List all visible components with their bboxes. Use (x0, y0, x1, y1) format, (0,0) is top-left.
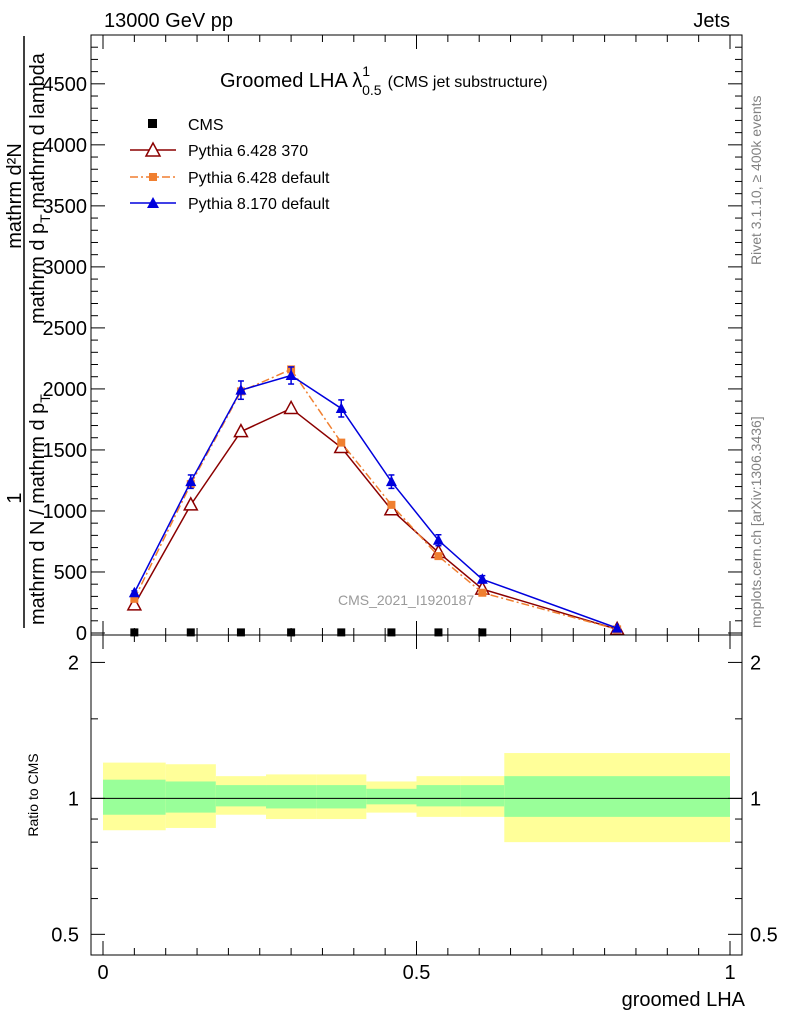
main-y-tick-label: 3500 (43, 196, 88, 218)
legend-marker-pythia6-default (149, 173, 157, 181)
legend-label-pythia6-370: Pythia 6.428 370 (188, 143, 308, 160)
ratio-x-tick-label: 0 (97, 962, 108, 984)
chart-title-superscript: 1 (362, 63, 370, 79)
main-y-tick-label: 500 (54, 562, 87, 584)
series-point-3 (185, 475, 197, 487)
series-point-0 (478, 628, 487, 637)
legend-marker-pythia6-370 (144, 141, 162, 157)
series-line-3 (133, 374, 618, 629)
ratio-axis-ticks: 0.5 0.5 1 1 2 2 0 0.5 1 (51, 635, 778, 984)
main-y-tick-label: 3000 (43, 257, 88, 279)
ratio-x-tick-label: 0.5 (403, 962, 431, 984)
rivet-label: Rivet 3.1.10, ≥ 400k events (748, 95, 764, 265)
ylabel-numerator-1: 1 (4, 492, 26, 503)
series-point-3 (432, 534, 444, 545)
series-point-1 (126, 596, 143, 611)
ratio-y-label: Ratio to CMS (25, 753, 41, 836)
legend-label-pythia8: Pythia 8.170 default (188, 196, 330, 213)
series-point-1 (183, 496, 199, 511)
main-y-axis-label: 1 mathrm d²N mathrm d N / mathrm d pT ma… (4, 36, 53, 628)
main-y-tick-label: 2500 (43, 318, 88, 340)
legend-marker-pythia8 (147, 197, 159, 208)
ratio-y-tick-label-left: 2 (68, 652, 79, 674)
ratio-y-tick-label-left: 1 (68, 788, 79, 810)
series-point-2 (434, 552, 443, 561)
legend-entry-pythia6-370: Pythia 6.428 370 (130, 141, 308, 160)
ratio-band-inner (416, 785, 461, 807)
ylabel-numerator-2: mathrm d²N (4, 143, 26, 249)
ratio-band-inner (103, 779, 166, 815)
chart-subtitle: (CMS jet substructure) (388, 74, 548, 91)
series-point-0 (186, 628, 195, 637)
ylabel-denominator-1-sub: T (37, 394, 53, 403)
ratio-x-tick-label: 1 (724, 962, 735, 984)
series-point-2 (337, 438, 346, 447)
ratio-y-tick-label-right: 2 (750, 652, 761, 674)
series-point-2 (387, 500, 396, 509)
ratio-band-inner (316, 785, 367, 809)
ratio-band-inner (165, 781, 216, 813)
ylabel-denominator-2-text: mathrm d p (27, 223, 49, 324)
series-point-2 (478, 588, 487, 597)
ylabel-denominator-2: mathrm d pT mathrm d lambda (27, 52, 53, 324)
ratio-band-inner (366, 788, 417, 805)
ylabel-denominator-2-sub: T (37, 214, 53, 223)
main-y-tick-label: 1500 (43, 440, 88, 462)
x-axis-label: groomed LHA (622, 989, 746, 1011)
chart-title-symbol: λ (352, 70, 362, 92)
series-point-0 (236, 628, 245, 637)
legend-entry-pythia8: Pythia 8.170 default (130, 196, 330, 213)
main-series-layer (126, 365, 625, 637)
analysis-watermark: CMS_2021_I1920187 (338, 592, 474, 608)
ratio-y-tick-label-left: 0.5 (51, 924, 79, 946)
main-axis-ticks: 0 500 1000 1500 2000 2500 3000 3500 4000 4500 (43, 34, 742, 645)
main-y-tick-label: 0 (76, 623, 87, 645)
series-point-3 (235, 384, 247, 395)
main-y-tick-label: 2000 (43, 379, 88, 401)
series-point-0 (387, 628, 396, 637)
series-point-2 (130, 594, 139, 603)
ylabel-denominator-2-tail: mathrm d lambda (27, 52, 49, 214)
series-point-0 (337, 628, 346, 637)
series-point-1 (233, 423, 249, 438)
ratio-y-tick-label-right: 1 (750, 788, 761, 810)
series-point-0 (130, 628, 139, 637)
ratio-band-inner (266, 785, 317, 809)
series-line-2 (133, 368, 618, 631)
ratio-band-inner (460, 785, 505, 807)
ylabel-denominator-1-text: mathrm d N / mathrm d p (27, 403, 49, 625)
legend-label-pythia6-default: Pythia 6.428 default (188, 170, 330, 187)
series-point-3 (611, 622, 623, 633)
series-point-3 (335, 402, 347, 413)
main-y-tick-label: 4000 (43, 135, 88, 157)
ratio-band-inner (504, 776, 730, 817)
ratio-y-tick-label-right: 0.5 (750, 924, 778, 946)
legend-entry-pythia6-default: Pythia 6.428 default (130, 170, 330, 187)
main-y-tick-label: 4500 (43, 74, 88, 96)
legend-entry-cms: CMS (148, 117, 224, 134)
series-point-0 (287, 628, 296, 637)
chart-title: Groomed LHA λ1 0.5 (CMS jet substructure) (220, 63, 548, 98)
chart-title-subscript: 0.5 (362, 82, 382, 98)
series-point-3 (385, 475, 397, 487)
ratio-band-inner (215, 785, 267, 807)
legend-label-cms: CMS (188, 117, 224, 134)
series-point-3 (285, 369, 297, 380)
series-point-3 (476, 573, 488, 584)
series-point-1 (283, 399, 299, 415)
ylabel-denominator-1: mathrm d N / mathrm d pT (27, 394, 53, 625)
ratio-bands-layer (103, 753, 730, 843)
main-y-tick-label: 1000 (43, 501, 88, 523)
series-point-3 (128, 586, 140, 598)
process-label: Jets (693, 10, 730, 32)
mcplots-label: mcplots.cern.ch [arXiv:1306.3436] (748, 416, 764, 628)
legend: CMS Pythia 6.428 370 Pythia 6.428 defaul… (130, 117, 330, 213)
chart-title-text: Groomed LHA (220, 70, 348, 92)
legend-marker-cms (148, 119, 157, 128)
energy-label: 13000 GeV pp (104, 10, 233, 32)
series-point-0 (434, 628, 443, 637)
